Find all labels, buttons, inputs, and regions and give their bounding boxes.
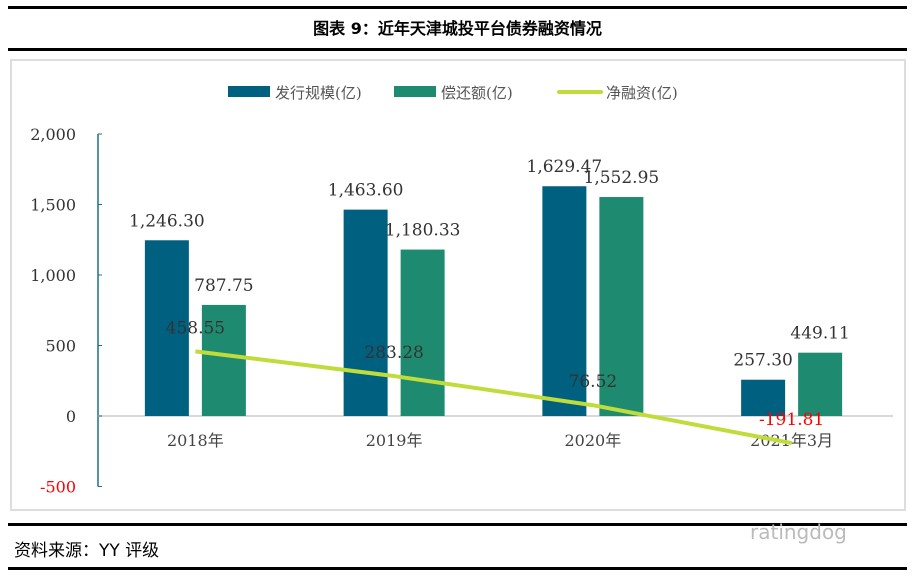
bar-repayment bbox=[599, 197, 644, 416]
data-label: 1,552.95 bbox=[584, 168, 660, 188]
legend-label: 净融资(亿) bbox=[606, 84, 678, 102]
chart-title: 图表 9：近年天津城投平台债券融资情况 bbox=[313, 19, 602, 38]
top-rule bbox=[8, 6, 907, 9]
data-label: 1,180.33 bbox=[385, 221, 461, 241]
data-label: 1,463.60 bbox=[328, 181, 404, 201]
bar-issuance bbox=[343, 209, 388, 416]
data-label: 1,629.47 bbox=[527, 157, 603, 177]
bar-issuance bbox=[741, 379, 786, 416]
x-tick-label: 2019年 bbox=[366, 431, 423, 450]
line-data-label: 458.55 bbox=[166, 318, 225, 338]
y-tick-label: 1,500 bbox=[30, 196, 76, 215]
watermark: ratingdog bbox=[750, 520, 847, 544]
y-tick-label: 0 bbox=[66, 407, 76, 426]
line-data-label: -191.81 bbox=[759, 410, 824, 430]
line-data-label: 76.52 bbox=[569, 372, 618, 392]
x-tick-label: 2020年 bbox=[565, 431, 622, 450]
data-label: 449.11 bbox=[790, 324, 849, 344]
data-label: 257.30 bbox=[733, 351, 792, 371]
y-tick-label: -500 bbox=[40, 478, 76, 497]
bar-issuance bbox=[144, 240, 189, 416]
legend-swatch bbox=[394, 86, 436, 97]
title-rule bbox=[8, 48, 907, 51]
data-label: 1,246.30 bbox=[129, 211, 205, 231]
x-tick-label: 2018年 bbox=[167, 431, 224, 450]
y-tick-label: 1,000 bbox=[30, 266, 76, 285]
data-label: 787.75 bbox=[194, 276, 253, 296]
line-data-label: 283.28 bbox=[364, 343, 423, 363]
net-financing-line bbox=[195, 349, 792, 446]
source-note: 资料来源：YY 评级 bbox=[14, 541, 160, 561]
bar-repayment bbox=[400, 249, 445, 416]
bar-repayment bbox=[201, 304, 246, 416]
legend-label: 发行规模(亿) bbox=[275, 84, 362, 102]
y-tick-label: 2,000 bbox=[30, 125, 76, 144]
source-top-rule bbox=[8, 523, 907, 526]
legend-label: 偿还额(亿) bbox=[441, 84, 513, 102]
chart-frame bbox=[10, 59, 906, 511]
bottom-rule bbox=[8, 567, 907, 570]
x-tick-label: 2021年3月 bbox=[750, 431, 833, 450]
bar-repayment bbox=[798, 352, 843, 416]
legend-swatch bbox=[228, 86, 270, 97]
y-tick-label: 500 bbox=[45, 337, 76, 356]
bar-issuance bbox=[542, 186, 587, 416]
